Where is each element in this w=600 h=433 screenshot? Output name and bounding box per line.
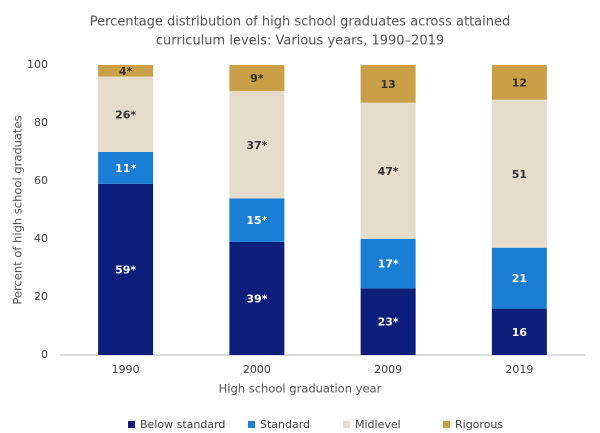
data-label: 37*: [246, 139, 267, 152]
data-label: 39*: [246, 292, 267, 305]
data-label: 26*: [115, 108, 136, 121]
y-tick-label: 20: [34, 290, 48, 303]
bar-segment: [229, 65, 285, 92]
bar-segment: [98, 65, 154, 77]
bar-segment: [360, 102, 416, 239]
legend-swatch: [343, 421, 350, 428]
x-axis-title: High school graduation year: [219, 382, 382, 396]
chart-title: Percentage distribution of high school g…: [90, 15, 510, 30]
x-tick-label: 2019: [505, 363, 533, 376]
data-label: 51: [512, 168, 527, 181]
y-tick-label: 100: [27, 58, 48, 71]
data-label: 15*: [246, 214, 267, 227]
data-label: 16: [512, 326, 528, 339]
y-axis-title: Percent of high school graduates: [11, 115, 25, 304]
x-tick-label: 2009: [374, 363, 402, 376]
bar-segment: [229, 198, 285, 242]
data-label: 47*: [378, 165, 399, 178]
data-label: 9*: [250, 72, 264, 85]
bar-segment: [98, 76, 154, 152]
bar-segment: [360, 65, 416, 103]
legend-swatch: [128, 421, 135, 428]
data-label: 59*: [115, 263, 136, 276]
legend-label: Midlevel: [355, 418, 401, 431]
data-label: 17*: [378, 258, 399, 271]
bar-segment: [491, 247, 547, 309]
chart-title: curriculum levels: Various years, 1990–2…: [156, 34, 444, 49]
bar-segment: [360, 288, 416, 355]
y-tick-label: 40: [34, 232, 48, 245]
legend-label: Standard: [260, 418, 310, 431]
y-tick-label: 0: [41, 348, 48, 361]
bar-segment: [98, 152, 154, 184]
y-tick-label: 60: [34, 174, 48, 187]
data-label: 12: [512, 76, 527, 89]
bar-segment: [360, 239, 416, 289]
data-label: 21: [512, 272, 527, 285]
bar-segment: [491, 308, 547, 355]
legend-label: Below standard: [140, 418, 225, 431]
data-label: 13: [380, 78, 395, 91]
data-label: 11*: [115, 162, 136, 175]
legend-swatch: [443, 421, 450, 428]
legend-swatch: [248, 421, 255, 428]
bar-segment: [98, 183, 154, 355]
x-tick-label: 2000: [243, 363, 271, 376]
data-label: 23*: [378, 316, 399, 329]
y-tick-label: 80: [34, 116, 48, 129]
bar-segment: [229, 91, 285, 199]
bar-segment: [491, 65, 547, 100]
x-tick-label: 1990: [112, 363, 140, 376]
data-label: 4*: [119, 65, 133, 78]
bar-segment: [491, 99, 547, 248]
legend-label: Rigorous: [455, 418, 503, 431]
bar-segment: [229, 241, 285, 355]
